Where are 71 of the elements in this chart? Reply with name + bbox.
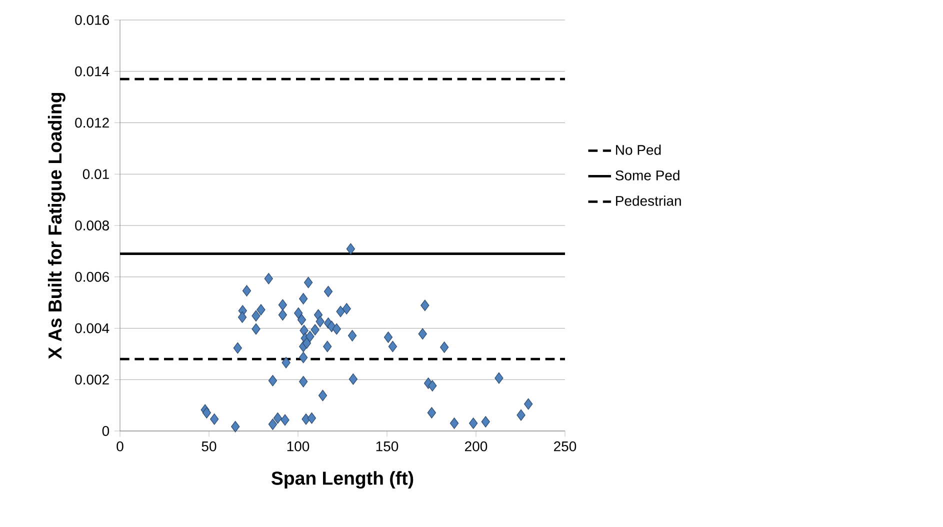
point — [268, 374, 278, 386]
y-tick-label: 0.008 — [75, 220, 109, 230]
point — [428, 380, 437, 392]
y-tick-label: 0.004 — [75, 323, 110, 334]
point — [268, 418, 278, 430]
point — [494, 372, 504, 384]
point — [264, 272, 273, 284]
point — [256, 304, 266, 316]
point — [299, 376, 308, 388]
point — [306, 330, 314, 342]
y-tick-label: 0 — [102, 426, 110, 436]
point — [332, 323, 341, 335]
y-tick-label: 0.01 — [82, 169, 109, 180]
y-tick-label: 0.014 — [75, 66, 110, 76]
point — [307, 412, 316, 424]
point — [302, 337, 312, 349]
point — [316, 316, 324, 328]
point — [304, 276, 313, 288]
point — [300, 324, 308, 336]
point — [384, 332, 393, 343]
point — [418, 328, 427, 340]
point — [252, 310, 260, 322]
legend-label: Pedestrian — [616, 196, 681, 206]
point — [280, 414, 290, 426]
point — [324, 286, 333, 298]
legend-label: Some Ped — [616, 170, 680, 180]
y-tick-label: 0.016 — [75, 15, 109, 25]
point — [294, 307, 303, 319]
point — [299, 352, 308, 364]
x-axis-title: Span Length (ft) — [272, 471, 414, 489]
point — [516, 409, 526, 421]
point — [427, 407, 436, 418]
point — [481, 416, 490, 428]
point — [440, 342, 449, 353]
point — [231, 420, 240, 432]
point — [310, 324, 320, 336]
point — [346, 243, 356, 255]
point — [468, 418, 478, 429]
point — [252, 323, 260, 335]
y-tick-label: 0.002 — [75, 374, 109, 385]
point — [238, 312, 247, 323]
y-tick-label: 0.012 — [75, 118, 109, 128]
x-tick-label: 100 — [287, 441, 310, 452]
point — [348, 373, 358, 385]
x-tick-label: 0 — [116, 441, 124, 452]
point — [450, 418, 459, 429]
x-tick-label: 150 — [376, 441, 398, 452]
point — [336, 306, 345, 318]
point — [524, 398, 533, 410]
point — [282, 356, 290, 368]
point — [318, 390, 328, 402]
point — [278, 299, 288, 311]
x-tick-label: 250 — [554, 441, 576, 452]
point — [420, 300, 430, 312]
point — [202, 407, 212, 418]
point — [233, 342, 242, 354]
y-axis-title: X As Built for Fatigue Loading — [48, 92, 66, 360]
point — [297, 314, 306, 326]
point — [278, 309, 288, 321]
x-tick-label: 50 — [202, 441, 216, 452]
point — [273, 412, 282, 424]
point — [388, 340, 398, 352]
point — [323, 340, 332, 352]
point — [342, 303, 351, 314]
point — [348, 330, 357, 342]
point — [299, 293, 308, 304]
y-tick-label: 0.006 — [75, 272, 109, 282]
point — [210, 414, 219, 425]
point — [242, 285, 252, 296]
x-tick-label: 200 — [465, 441, 488, 452]
legend-label: No Ped — [616, 144, 661, 155]
